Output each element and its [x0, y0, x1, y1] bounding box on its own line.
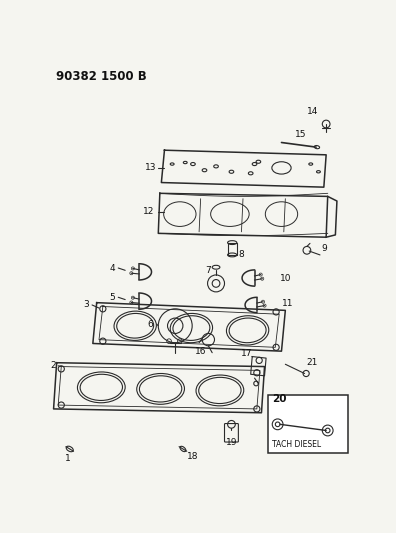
Text: 90382 1500 B: 90382 1500 B	[56, 70, 147, 83]
Text: 9: 9	[321, 244, 327, 253]
Text: 13: 13	[145, 164, 156, 172]
Text: 14: 14	[307, 107, 318, 116]
Text: 19: 19	[226, 438, 237, 447]
Text: 5: 5	[109, 293, 115, 302]
Text: 10: 10	[280, 273, 291, 282]
Text: 21: 21	[307, 358, 318, 367]
Text: 7: 7	[206, 266, 211, 275]
Text: 6: 6	[148, 320, 154, 329]
Text: 12: 12	[143, 207, 155, 216]
Text: 4: 4	[109, 263, 115, 272]
Bar	[268, 395, 348, 453]
Text: 11: 11	[282, 299, 293, 308]
Text: 16: 16	[195, 348, 206, 357]
Text: 15: 15	[295, 130, 307, 139]
Text: 3: 3	[83, 301, 89, 310]
Text: 8: 8	[238, 251, 244, 260]
Text: 2: 2	[51, 361, 56, 370]
Text: 17: 17	[241, 349, 253, 358]
Text: TACH DIESEL: TACH DIESEL	[272, 440, 322, 449]
Text: 20: 20	[272, 394, 287, 404]
Text: 1: 1	[65, 455, 70, 464]
Text: 18: 18	[187, 452, 199, 461]
